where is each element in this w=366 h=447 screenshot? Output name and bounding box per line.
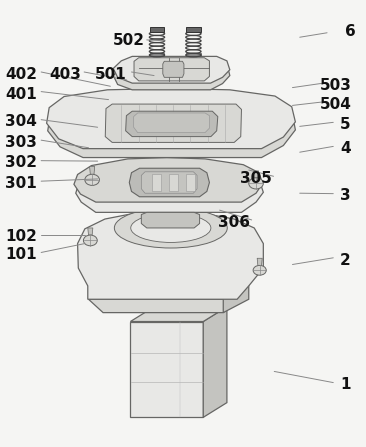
Polygon shape	[76, 165, 263, 212]
Text: 403: 403	[49, 67, 81, 82]
Polygon shape	[186, 53, 201, 56]
Polygon shape	[141, 172, 197, 193]
Text: 302: 302	[5, 156, 37, 170]
Polygon shape	[134, 58, 209, 81]
Polygon shape	[134, 113, 209, 133]
Polygon shape	[152, 173, 161, 191]
Polygon shape	[48, 97, 295, 157]
Polygon shape	[163, 61, 184, 77]
Text: 2: 2	[340, 253, 351, 268]
Text: 501: 501	[94, 67, 126, 82]
Polygon shape	[130, 321, 203, 417]
Polygon shape	[126, 111, 218, 137]
Text: 402: 402	[5, 67, 37, 82]
Polygon shape	[257, 258, 262, 266]
Text: 1: 1	[340, 377, 351, 392]
Text: 503: 503	[320, 78, 352, 93]
Ellipse shape	[253, 266, 266, 275]
Polygon shape	[186, 27, 201, 32]
Polygon shape	[254, 171, 259, 178]
Text: 502: 502	[113, 33, 145, 48]
Text: 303: 303	[5, 135, 37, 150]
Text: 5: 5	[340, 117, 351, 132]
Polygon shape	[150, 27, 164, 32]
Text: 102: 102	[5, 229, 37, 245]
Ellipse shape	[249, 178, 263, 189]
Polygon shape	[88, 228, 93, 235]
Text: 3: 3	[340, 188, 351, 203]
Ellipse shape	[85, 174, 100, 186]
Text: 101: 101	[5, 247, 37, 262]
Polygon shape	[150, 53, 164, 56]
Text: 6: 6	[346, 25, 356, 39]
Polygon shape	[129, 168, 209, 197]
Polygon shape	[223, 226, 249, 312]
Polygon shape	[186, 173, 195, 191]
Polygon shape	[78, 212, 263, 299]
Ellipse shape	[131, 214, 211, 242]
Polygon shape	[203, 307, 227, 417]
Polygon shape	[169, 173, 179, 191]
Ellipse shape	[83, 235, 97, 246]
Polygon shape	[89, 299, 238, 312]
Polygon shape	[130, 307, 227, 321]
Polygon shape	[46, 89, 295, 149]
Text: 504: 504	[320, 97, 352, 112]
Polygon shape	[74, 157, 262, 202]
Polygon shape	[141, 212, 199, 228]
Text: 305: 305	[240, 172, 272, 186]
Polygon shape	[90, 166, 95, 174]
Ellipse shape	[114, 208, 227, 248]
Polygon shape	[105, 104, 242, 143]
Text: 301: 301	[5, 176, 37, 191]
Polygon shape	[113, 62, 230, 90]
Text: 401: 401	[5, 87, 37, 102]
Text: 306: 306	[218, 215, 250, 230]
Polygon shape	[113, 56, 230, 83]
Text: 4: 4	[340, 141, 351, 156]
Text: 304: 304	[5, 114, 37, 129]
